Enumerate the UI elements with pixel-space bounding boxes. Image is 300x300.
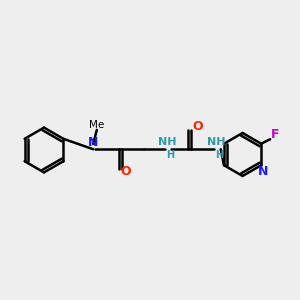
Text: O: O xyxy=(192,120,203,134)
Text: Me: Me xyxy=(89,120,104,130)
Text: N: N xyxy=(257,165,268,178)
Text: H: H xyxy=(215,150,223,160)
Text: NH: NH xyxy=(207,137,226,147)
Text: O: O xyxy=(120,165,130,178)
Text: H: H xyxy=(166,150,174,160)
Text: N: N xyxy=(88,136,98,149)
Text: NH: NH xyxy=(158,137,177,147)
Text: F: F xyxy=(270,128,279,141)
